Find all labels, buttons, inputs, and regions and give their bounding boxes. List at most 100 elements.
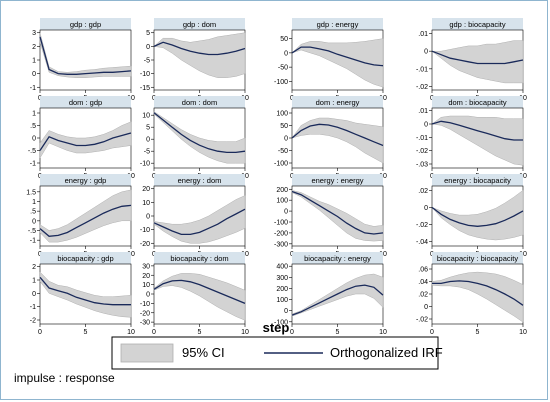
y-tick-label: 0 (424, 205, 428, 212)
x-tick-label: 10 (519, 251, 527, 258)
y-tick-label: -20 (140, 241, 150, 248)
irf-panel: gdp : gdp-101230510 (30, 18, 135, 102)
y-tick-label: 200 (276, 187, 288, 194)
y-tick-label: 1 (32, 199, 36, 206)
legend-irf-label: Orthogonalized IRF (330, 345, 443, 360)
y-tick-label: 50 (280, 36, 288, 43)
y-tick-label: -2 (30, 318, 36, 325)
panel-header (292, 96, 383, 108)
x-tick-label: 0 (152, 329, 156, 336)
x-tick-label: 10 (379, 173, 387, 180)
irf-panel: dom : biocapacity-.03-.02-.010.010510 (416, 96, 527, 180)
y-tick-label: .5 (30, 123, 36, 130)
irf-line (39, 36, 132, 75)
y-tick-label: 2 (32, 264, 36, 271)
y-tick-label: -100 (274, 220, 288, 227)
x-tick-label: 5 (84, 329, 88, 336)
x-tick-label: 5 (476, 329, 480, 336)
irf-line (291, 284, 384, 316)
y-tick-label: 10 (142, 200, 150, 207)
y-tick-label: .01 (418, 31, 428, 38)
y-tick-label: -300 (274, 241, 288, 248)
y-tick-label: 0 (284, 209, 288, 216)
y-tick-label: -.5 (28, 148, 36, 155)
y-tick-label: -20 (140, 310, 150, 317)
ci-band (39, 32, 132, 78)
y-tick-label: 300 (276, 275, 288, 282)
y-tick-label: 1 (32, 278, 36, 285)
y-tick-label: 0 (146, 214, 150, 221)
y-tick-label: -1 (30, 238, 36, 245)
y-tick-label: 0 (146, 137, 150, 144)
x-tick-label: 0 (430, 329, 434, 336)
panel-header (154, 174, 245, 186)
panel-title: gdp : dom (183, 20, 216, 29)
y-tick-label: .04 (418, 279, 428, 286)
x-tick-label: 10 (379, 251, 387, 258)
y-tick-label: -.5 (28, 228, 36, 235)
y-tick-label: -5 (144, 149, 150, 156)
panel-header (432, 96, 523, 108)
ci-band (39, 189, 132, 243)
y-tick-label: -10 (140, 71, 150, 78)
ci-band (431, 40, 524, 84)
y-tick-label: 30 (142, 263, 150, 270)
irf-panel: dom : dom-10-505100510 (140, 96, 249, 180)
ci-band (291, 38, 384, 88)
y-tick-label: 5 (146, 125, 150, 132)
panel-header (40, 252, 131, 264)
x-tick-label: 10 (379, 329, 387, 336)
y-tick-label: -.01 (416, 135, 428, 142)
x-tick-label: 10 (519, 173, 527, 180)
y-tick-label: -.02 (416, 84, 428, 91)
x-tick-label: 10 (519, 329, 527, 336)
x-tick-label: 10 (241, 329, 249, 336)
y-tick-label: -.01 (416, 66, 428, 73)
ci-band (431, 271, 524, 323)
legend-ci-label: 95% CI (182, 345, 225, 360)
ci-band (431, 189, 524, 241)
y-tick-label: 5 (146, 30, 150, 37)
panels-group: gdp : gdp-101230510gdp : dom-15-10-50505… (26, 18, 527, 336)
irf-panel: biocapacity : biocapacity-.020.02.04.060… (416, 252, 527, 336)
y-tick-label: -10 (140, 301, 150, 308)
panel-plot-area (39, 29, 132, 91)
panel-header (154, 18, 245, 30)
panel-title: dom : gdp (69, 98, 102, 107)
x-tick-label: 10 (127, 329, 135, 336)
x-tick-label: 10 (127, 251, 135, 258)
y-tick-label: -.02 (416, 148, 428, 155)
panel-title: energy : energy (311, 176, 363, 185)
y-tick-label: 20 (142, 273, 150, 280)
ci-band (39, 271, 132, 318)
panel-header (432, 18, 523, 30)
irf-panel: energy : biocapacity-.04-.020.020510 (416, 174, 527, 258)
y-tick-label: 0 (146, 44, 150, 51)
panel-header (40, 96, 131, 108)
irf-line (431, 206, 524, 227)
y-tick-label: 0 (424, 304, 428, 311)
irf-line (153, 41, 246, 56)
irf-line (39, 132, 132, 151)
irf-panel: gdp : biocapacity-.02-.010.010510 (416, 18, 527, 102)
y-tick-label: 2 (32, 44, 36, 51)
x-tick-label: 0 (38, 329, 42, 336)
y-tick-label: 3 (32, 30, 36, 37)
x-tick-label: 10 (379, 95, 387, 102)
panel-header (40, 174, 131, 186)
y-tick-label: -15 (140, 85, 150, 92)
y-tick-label: 0 (146, 292, 150, 299)
irf-panel: dom : energy-100-500501000510 (274, 96, 387, 180)
ci-band (153, 32, 246, 78)
y-tick-label: .02 (418, 292, 428, 299)
y-tick-label: 100 (276, 111, 288, 118)
x-tick-label: 5 (198, 329, 202, 336)
y-tick-label: -100 (274, 161, 288, 168)
irf-line (153, 112, 246, 154)
panel-title: biocapacity : biocapacity (437, 254, 519, 263)
y-tick-label: .5 (30, 209, 36, 216)
y-tick-label: -.04 (416, 239, 428, 246)
y-tick-label: .01 (418, 108, 428, 115)
panel-title: gdp : gdp (70, 20, 101, 29)
